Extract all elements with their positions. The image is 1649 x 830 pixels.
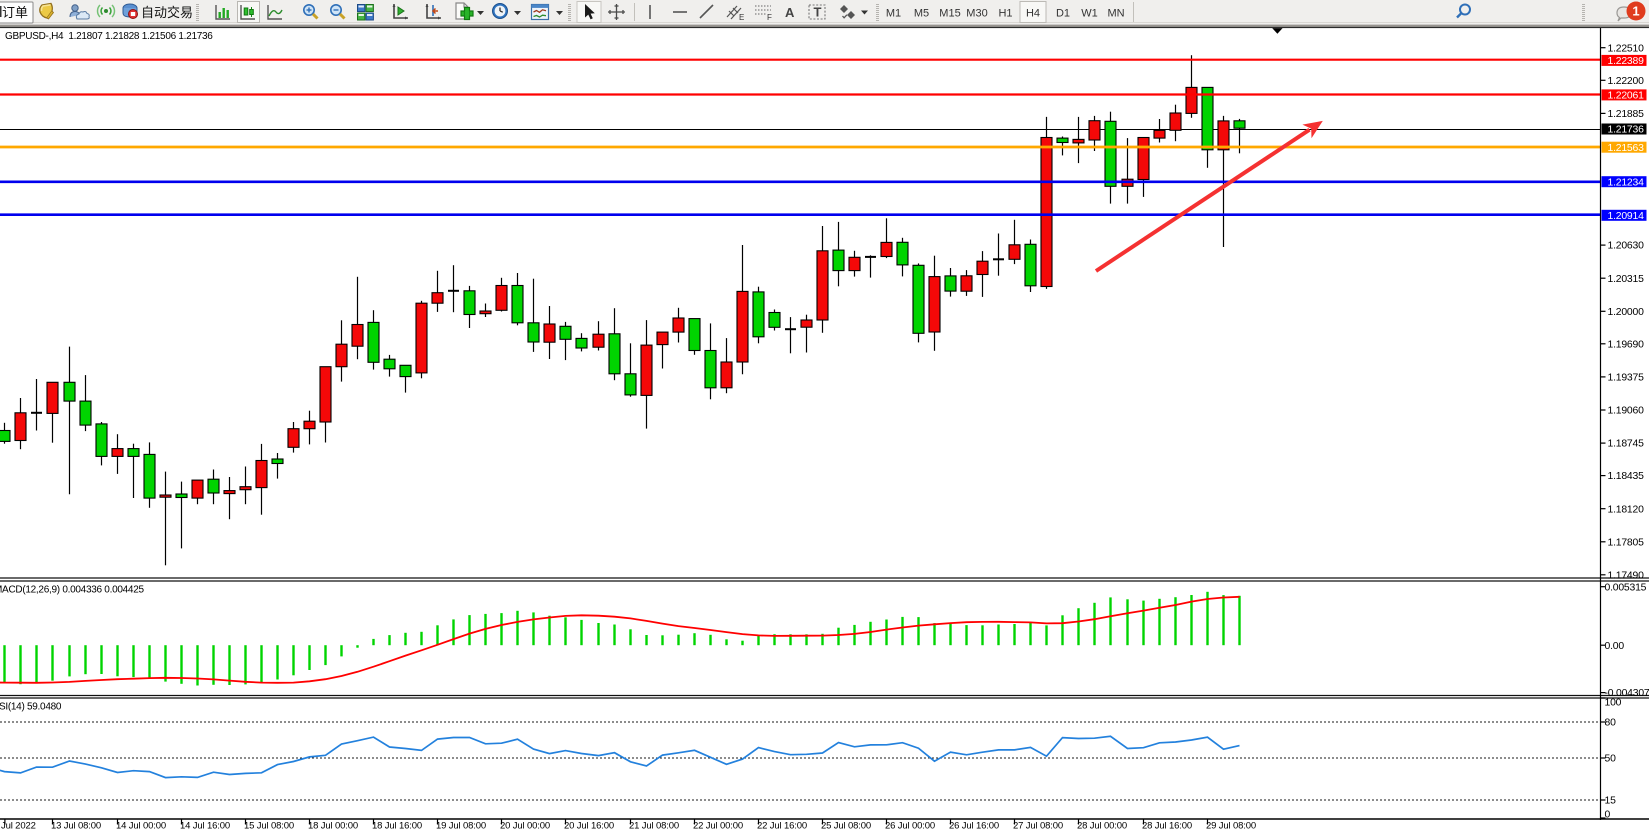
svg-text:1.19690: 1.19690 <box>1608 339 1645 350</box>
svg-text:1.19060: 1.19060 <box>1608 406 1645 417</box>
svg-text:25 Jul 08:00: 25 Jul 08:00 <box>821 821 871 830</box>
svg-text:1.20000: 1.20000 <box>1608 307 1645 318</box>
svg-text:15: 15 <box>1605 796 1617 807</box>
svg-text:100: 100 <box>1605 698 1622 709</box>
svg-text:21 Jul 08:00: 21 Jul 08:00 <box>629 821 679 830</box>
svg-text:E: E <box>739 13 744 22</box>
svg-text:1.18435: 1.18435 <box>1608 471 1645 482</box>
svg-text:M30: M30 <box>966 8 987 20</box>
svg-text:1.17490: 1.17490 <box>1608 570 1645 581</box>
svg-text:19 Jul 08:00: 19 Jul 08:00 <box>436 821 486 830</box>
svg-text:M1: M1 <box>886 8 901 20</box>
svg-text:W1: W1 <box>1081 8 1098 20</box>
svg-text:MN: MN <box>1107 8 1124 20</box>
svg-text:1.20315: 1.20315 <box>1608 274 1645 285</box>
svg-text:13 Jul 08:00: 13 Jul 08:00 <box>51 821 101 830</box>
svg-text:MACD(12,26,9) 0.004336 0.00442: MACD(12,26,9) 0.004336 0.004425 <box>0 585 144 596</box>
svg-text:29 Jul 08:00: 29 Jul 08:00 <box>1206 821 1256 830</box>
svg-text:20 Jul 16:00: 20 Jul 16:00 <box>564 821 614 830</box>
svg-text:1.20630: 1.20630 <box>1608 241 1645 252</box>
svg-text:1: 1 <box>1632 4 1639 19</box>
svg-text:M5: M5 <box>914 8 929 20</box>
svg-text:28 Jul 00:00: 28 Jul 00:00 <box>1077 821 1127 830</box>
svg-text:0.00: 0.00 <box>1605 641 1625 652</box>
svg-text:1.18120: 1.18120 <box>1608 504 1645 515</box>
svg-text:22 Jul 00:00: 22 Jul 00:00 <box>693 821 743 830</box>
svg-text:1.21885: 1.21885 <box>1608 109 1645 120</box>
svg-text:H4: H4 <box>1026 8 1040 20</box>
svg-text:1.19375: 1.19375 <box>1608 373 1645 384</box>
svg-text:RSI(14) 59.0480: RSI(14) 59.0480 <box>0 702 62 713</box>
svg-text:20 Jul 00:00: 20 Jul 00:00 <box>500 821 550 830</box>
svg-text:14 Jul 00:00: 14 Jul 00:00 <box>116 821 166 830</box>
svg-text:Jul 2022: Jul 2022 <box>1 821 36 830</box>
svg-text:1.21563: 1.21563 <box>1608 143 1645 154</box>
svg-text:F: F <box>767 13 772 22</box>
svg-text:1.21736: 1.21736 <box>1608 125 1645 136</box>
svg-text:0: 0 <box>1605 810 1611 821</box>
svg-text:-0.004307: -0.004307 <box>1605 688 1649 699</box>
svg-text:22 Jul 16:00: 22 Jul 16:00 <box>757 821 807 830</box>
svg-text:T: T <box>814 5 822 20</box>
svg-text:1.22061: 1.22061 <box>1608 91 1645 102</box>
svg-text:50: 50 <box>1605 754 1617 765</box>
svg-text:GBPUSD-,H4 1.21807 1.21828 1.: GBPUSD-,H4 1.21807 1.21828 1.21506 1.217… <box>5 31 213 42</box>
svg-text:1.17805: 1.17805 <box>1608 537 1645 548</box>
svg-text:A: A <box>785 5 795 20</box>
svg-text:27 Jul 08:00: 27 Jul 08:00 <box>1013 821 1063 830</box>
svg-text:18 Jul 00:00: 18 Jul 00:00 <box>308 821 358 830</box>
svg-text:15 Jul 08:00: 15 Jul 08:00 <box>244 821 294 830</box>
svg-text:26 Jul 00:00: 26 Jul 00:00 <box>885 821 935 830</box>
svg-text:80: 80 <box>1605 718 1617 729</box>
svg-text:1.22389: 1.22389 <box>1608 56 1645 67</box>
svg-text:1.18745: 1.18745 <box>1608 439 1645 450</box>
svg-text:14 Jul 16:00: 14 Jul 16:00 <box>180 821 230 830</box>
svg-text:0.005315: 0.005315 <box>1605 582 1647 593</box>
svg-text:28 Jul 16:00: 28 Jul 16:00 <box>1142 821 1192 830</box>
svg-text:26 Jul 16:00: 26 Jul 16:00 <box>949 821 999 830</box>
svg-text:1.22200: 1.22200 <box>1608 76 1645 87</box>
svg-text:M15: M15 <box>939 8 960 20</box>
svg-text:1.21234: 1.21234 <box>1608 177 1645 188</box>
svg-text:H1: H1 <box>998 8 1012 20</box>
svg-text:18 Jul 16:00: 18 Jul 16:00 <box>372 821 422 830</box>
svg-text:自动交易: 自动交易 <box>141 5 193 20</box>
svg-text:1.22510: 1.22510 <box>1608 43 1645 54</box>
svg-text:1.20914: 1.20914 <box>1608 211 1645 222</box>
svg-text:订单: 订单 <box>2 5 28 20</box>
svg-text:D1: D1 <box>1056 8 1070 20</box>
